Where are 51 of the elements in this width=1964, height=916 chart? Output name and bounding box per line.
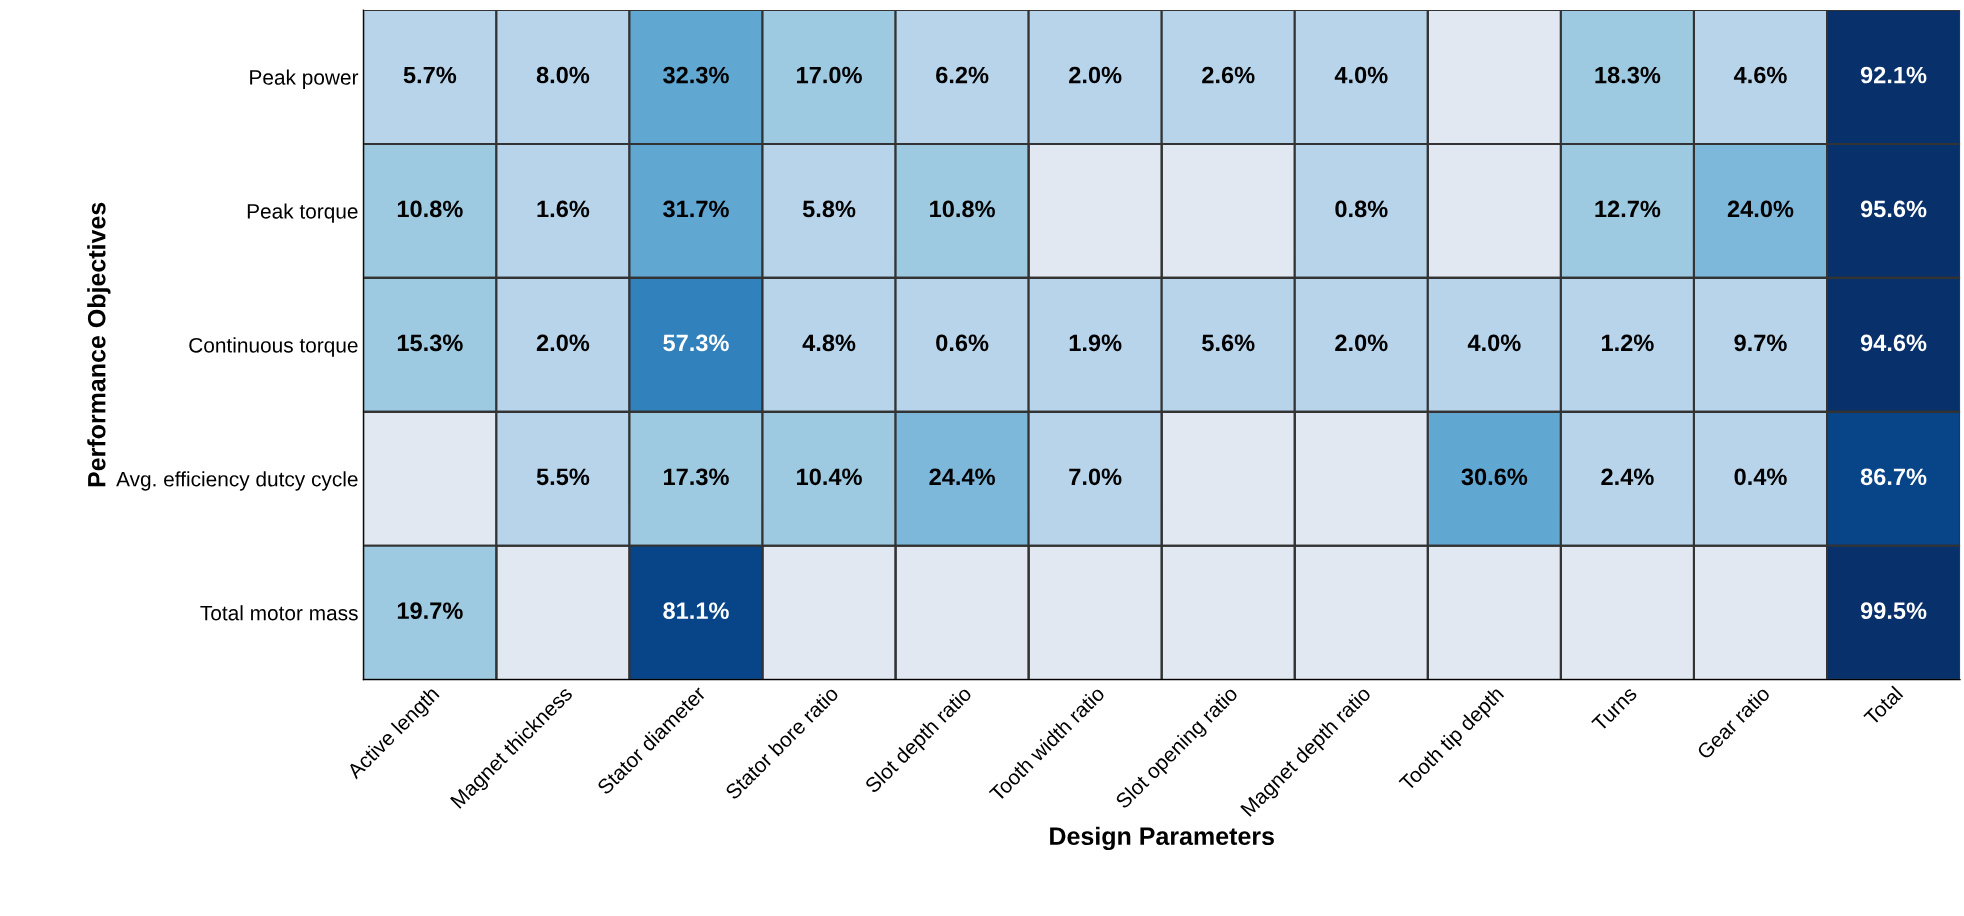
y-tick-label: Avg. efficiency dutcy cycle: [116, 471, 358, 491]
data-label: 17.3%: [664, 468, 729, 486]
data-label: 1.6%: [537, 200, 590, 218]
data-label: 7.0%: [1069, 468, 1122, 486]
data-label: 9.7%: [1734, 334, 1787, 352]
y-axis-title: Performance Objectives: [87, 202, 111, 487]
data-label: 0.8%: [1335, 200, 1388, 218]
data-label: 12.7%: [1595, 200, 1661, 218]
data-label: 5.5%: [536, 468, 590, 486]
data-label: 4.6%: [1733, 66, 1787, 84]
data-label: 19.7%: [397, 602, 463, 620]
data-label: 1.9%: [1069, 334, 1122, 352]
data-label: 99.5%: [1860, 602, 1927, 620]
data-label: 10.4%: [797, 468, 862, 486]
y-tick-label: Continuous torque: [189, 337, 358, 357]
data-label: 2.0%: [1335, 334, 1388, 352]
data-label: 4.0%: [1467, 334, 1521, 352]
data-label: 81.1%: [663, 602, 729, 620]
data-label: 92.1%: [1860, 66, 1927, 84]
data-label: 95.6%: [1860, 200, 1927, 218]
data-label: 31.7%: [663, 200, 729, 218]
data-label: 2.0%: [1069, 66, 1122, 84]
data-label: 24.0%: [1727, 200, 1794, 218]
data-label: 10.8%: [397, 200, 463, 218]
data-label: 5.7%: [403, 66, 457, 84]
y-tick-label: Total motor mass: [200, 605, 358, 621]
data-label: 4.8%: [802, 334, 856, 352]
data-label: 8.0%: [536, 66, 590, 84]
data-label: 0.6%: [936, 334, 989, 352]
y-tick-label: Peak power: [250, 69, 359, 89]
y-tick-label: Peak torque: [247, 203, 358, 223]
data-label: 0.4%: [1734, 468, 1787, 486]
data-label: 86.7%: [1860, 468, 1927, 486]
data-label: 30.6%: [1461, 468, 1528, 486]
data-label: 24.4%: [929, 468, 995, 486]
data-label: 5.6%: [1202, 334, 1255, 352]
data-label: 10.8%: [930, 200, 995, 218]
x-axis-title: Design Parameters: [1050, 826, 1274, 851]
data-label: 1.2%: [1602, 334, 1654, 352]
data-label: 18.3%: [1595, 66, 1661, 84]
data-label: 32.3%: [663, 66, 729, 84]
data-label: 4.0%: [1334, 66, 1388, 84]
data-label: 6.2%: [936, 66, 989, 84]
data-label: 2.4%: [1601, 468, 1654, 486]
data-label: 5.8%: [802, 200, 856, 218]
data-label: 2.6%: [1202, 66, 1255, 84]
data-label: 15.3%: [397, 334, 463, 352]
data-label: 2.0%: [536, 334, 590, 352]
data-label: 17.0%: [797, 66, 862, 84]
data-label: 57.3%: [663, 334, 729, 352]
data-label: 94.6%: [1860, 334, 1927, 352]
